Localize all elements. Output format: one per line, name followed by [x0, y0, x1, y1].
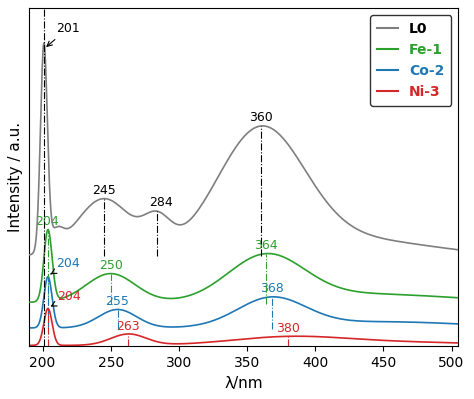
- Text: 263: 263: [117, 320, 140, 333]
- Text: 255: 255: [106, 295, 129, 308]
- Text: 250: 250: [99, 259, 123, 272]
- Text: 360: 360: [249, 111, 273, 124]
- Text: 284: 284: [149, 196, 173, 209]
- Text: 368: 368: [260, 282, 283, 295]
- Legend: L0, Fe-1, Co-2, Ni-3: L0, Fe-1, Co-2, Ni-3: [370, 15, 451, 106]
- X-axis label: λ/nm: λ/nm: [224, 376, 263, 391]
- Text: 245: 245: [92, 184, 116, 197]
- Text: 201: 201: [47, 22, 80, 46]
- Text: 380: 380: [276, 322, 300, 335]
- Text: 364: 364: [255, 239, 278, 252]
- Text: 204: 204: [52, 290, 81, 306]
- Y-axis label: Intensity / a.u.: Intensity / a.u.: [9, 122, 23, 233]
- Text: 204: 204: [35, 215, 58, 228]
- Text: 204: 204: [51, 257, 80, 274]
